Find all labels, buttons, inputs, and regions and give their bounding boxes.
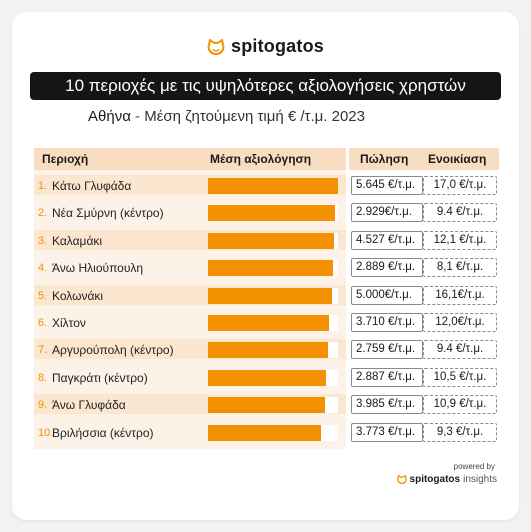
row-rank: 6. xyxy=(38,317,48,329)
row-rank: 4. xyxy=(38,262,48,274)
rent-price-cell: 9.4 €/τ.μ. xyxy=(423,340,497,359)
header-area: Περιοχή xyxy=(42,152,89,166)
rating-bar-track xyxy=(208,288,338,304)
sale-price-cell: 2.929€/τ.μ. xyxy=(351,203,423,222)
rent-price-cell: 10,5 €/τ.μ. xyxy=(423,368,497,387)
table-row: 8. Παγκράτι (κέντρο) 2.887 €/τ.μ. 10,5 €/τ.… xyxy=(0,367,531,389)
subtitle-separator: - xyxy=(135,108,141,125)
row-area-name: Παγκράτι (κέντρο) xyxy=(52,371,148,385)
rent-price-cell: 12,0€/τ.μ. xyxy=(423,313,497,332)
row-area-name: Αργυρούπολη (κέντρο) xyxy=(52,343,174,357)
cat-head-icon xyxy=(396,475,407,484)
footer-brand-name: spitogatos xyxy=(409,474,461,485)
sale-price-cell: 2.887 €/τ.μ. xyxy=(351,368,423,387)
rating-bar xyxy=(208,178,338,194)
rating-bar-track xyxy=(208,260,338,276)
rent-price-cell: 12,1 €/τ.μ. xyxy=(423,231,497,250)
header-rent: Ενοικίαση xyxy=(428,152,487,166)
sale-price-cell: 5.645 €/τ.μ. xyxy=(351,176,423,195)
chart-subtitle: Αθήνα - Μέση ζητούμενη τιμή € /τ.μ. 2023 xyxy=(88,108,365,125)
rent-price-cell: 10,9 €/τ.μ. xyxy=(423,395,497,414)
table-row: 3. Καλαμάκι 4.527 €/τ.μ. 12,1 €/τ.μ. xyxy=(0,230,531,252)
table-row: 1. Κάτω Γλυφάδα 5.645 €/τ.μ. 17,0 €/τ.μ. xyxy=(0,175,531,197)
rating-bar-track xyxy=(208,315,338,331)
rating-bar xyxy=(208,342,328,358)
rent-price-cell: 16,1€/τ.μ. xyxy=(423,286,497,305)
header-rating: Μέση αξιολόγηση xyxy=(210,152,312,166)
brand-logo: spitogatos xyxy=(0,36,531,57)
sale-price-cell: 3.710 €/τ.μ. xyxy=(351,313,423,332)
table-header-left xyxy=(34,148,346,170)
row-rank: 7. xyxy=(38,344,48,356)
sale-price-cell: 2.889 €/τ.μ. xyxy=(351,258,423,277)
rating-bar-track xyxy=(208,370,338,386)
table-row: 4. Άνω Ηλιούπουλη 2.889 €/τ.μ. 8,1 €/τ.μ. xyxy=(0,257,531,279)
rating-bar xyxy=(208,315,329,331)
sale-price-cell: 4.527 €/τ.μ. xyxy=(351,231,423,250)
table-header-right xyxy=(349,148,499,170)
rating-bar xyxy=(208,205,335,221)
rating-bar-track xyxy=(208,205,338,221)
rent-price-cell: 17,0 €/τ.μ. xyxy=(423,176,497,195)
row-area-name: Κάτω Γλυφάδα xyxy=(52,179,132,193)
rating-bar-track xyxy=(208,233,338,249)
rating-bar xyxy=(208,288,332,304)
rent-price-cell: 8,1 €/τ.μ. xyxy=(423,258,497,277)
table-row: 7. Αργυρούπολη (κέντρο) 2.759 €/τ.μ. 9.4 €/… xyxy=(0,339,531,361)
table-row: 6. Χίλτον 3.710 €/τ.μ. 12,0€/τ.μ. xyxy=(0,312,531,334)
sale-price-cell: 5.000€/τ.μ. xyxy=(351,286,423,305)
rent-price-cell: 9,3 €/τ.μ. xyxy=(423,423,497,442)
subtitle-city: Αθήνα xyxy=(88,108,131,125)
brand-name: spitogatos xyxy=(230,36,324,56)
rating-bar xyxy=(208,370,326,386)
sale-price-cell: 3.985 €/τ.μ. xyxy=(351,395,423,414)
row-area-name: Κολωνάκι xyxy=(52,289,104,303)
row-rank: 2. xyxy=(38,207,48,219)
row-rank: 8. xyxy=(38,372,48,384)
rating-bar xyxy=(208,260,333,276)
row-rank: 9. xyxy=(38,399,48,411)
row-area-name: Άνω Γλυφάδα xyxy=(52,398,126,412)
row-area-name: Βριλήσσια (κέντρο) xyxy=(52,426,154,440)
rating-bar xyxy=(208,425,321,441)
row-area-name: Νέα Σμύρνη (κέντρο) xyxy=(52,206,164,220)
rating-bar xyxy=(208,397,325,413)
powered-by: powered by xyxy=(453,462,495,471)
table-row: 9. Άνω Γλυφάδα 3.985 €/τ.μ. 10,9 €/τ.μ. xyxy=(0,394,531,416)
row-area-name: Χίλτον xyxy=(52,316,86,330)
sale-price-cell: 3.773 €/τ.μ. xyxy=(351,423,423,442)
sale-price-cell: 2.759 €/τ.μ. xyxy=(351,340,423,359)
rating-bar-track xyxy=(208,178,338,194)
row-area-name: Καλαμάκι xyxy=(52,234,103,248)
rent-price-cell: 9.4 €/τ.μ. xyxy=(423,203,497,222)
table-row: 2. Νέα Σμύρνη (κέντρο) 2.929€/τ.μ. 9.4 €/τ.… xyxy=(0,202,531,224)
row-rank: 10. xyxy=(38,427,54,439)
chart-title: 10 περιοχές με τις υψηλότερες αξιολογήσε… xyxy=(30,72,501,100)
rating-bar-track xyxy=(208,397,338,413)
footer-brand-suffix: insights xyxy=(463,474,497,485)
header-sale: Πώληση xyxy=(360,152,409,166)
rating-bar xyxy=(208,233,334,249)
table-row: 10. Βριλήσσια (κέντρο) 3.773 €/τ.μ. 9,3 €/τ… xyxy=(0,422,531,444)
row-area-name: Άνω Ηλιούπουλη xyxy=(52,261,144,275)
row-rank: 3. xyxy=(38,235,48,247)
table-row: 5. Κολωνάκι 5.000€/τ.μ. 16,1€/τ.μ. xyxy=(0,285,531,307)
row-rank: 5. xyxy=(38,290,48,302)
row-rank: 1. xyxy=(38,180,48,192)
subtitle-text: Μέση ζητούμενη τιμή € /τ.μ. 2023 xyxy=(144,108,365,125)
cat-head-icon xyxy=(207,38,225,55)
footer-logo: spitogatos insights xyxy=(396,474,497,485)
rating-bar-track xyxy=(208,342,338,358)
rating-bar-track xyxy=(208,425,338,441)
